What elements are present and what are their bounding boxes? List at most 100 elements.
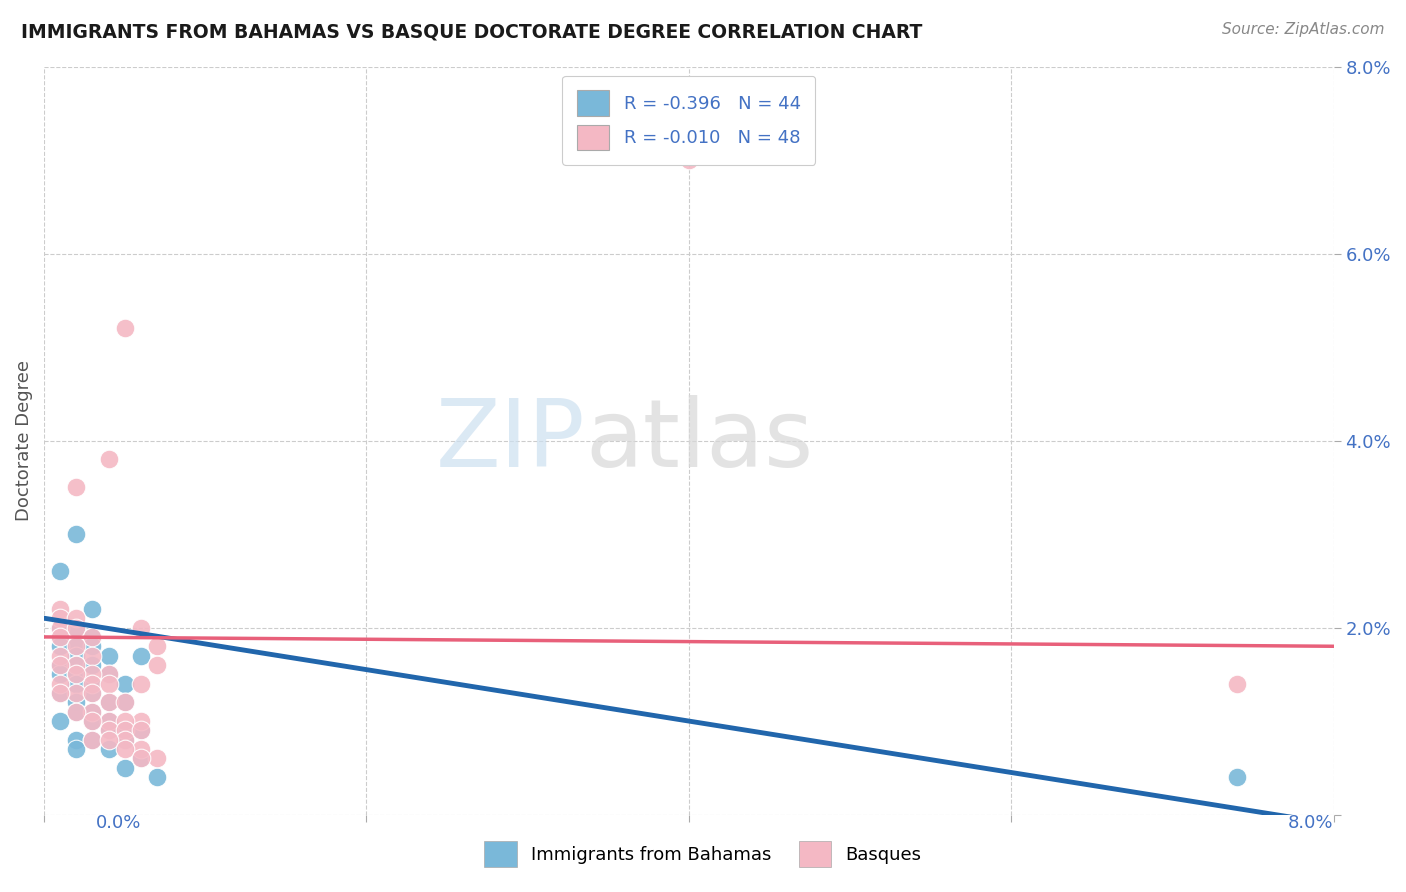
Text: atlas: atlas xyxy=(586,394,814,486)
Point xyxy=(49,621,72,635)
Point xyxy=(65,695,87,709)
Point xyxy=(49,667,72,681)
Point xyxy=(82,648,104,663)
Point xyxy=(114,695,136,709)
Point xyxy=(82,640,104,654)
Point xyxy=(49,714,72,728)
Point xyxy=(129,751,152,765)
Text: Source: ZipAtlas.com: Source: ZipAtlas.com xyxy=(1222,22,1385,37)
Point xyxy=(49,630,72,644)
Point xyxy=(49,686,72,700)
Point xyxy=(97,723,120,738)
Legend: R = -0.396   N = 44, R = -0.010   N = 48: R = -0.396 N = 44, R = -0.010 N = 48 xyxy=(562,76,815,165)
Point xyxy=(114,732,136,747)
Point xyxy=(82,705,104,719)
Point xyxy=(97,695,120,709)
Point xyxy=(129,621,152,635)
Point xyxy=(97,667,120,681)
Point xyxy=(65,621,87,635)
Y-axis label: Doctorate Degree: Doctorate Degree xyxy=(15,360,32,521)
Point xyxy=(146,640,169,654)
Point xyxy=(97,742,120,756)
Text: IMMIGRANTS FROM BAHAMAS VS BASQUE DOCTORATE DEGREE CORRELATION CHART: IMMIGRANTS FROM BAHAMAS VS BASQUE DOCTOR… xyxy=(21,22,922,41)
Point xyxy=(146,751,169,765)
Point xyxy=(97,648,120,663)
Point xyxy=(114,732,136,747)
Point xyxy=(65,621,87,635)
Point xyxy=(65,742,87,756)
Point xyxy=(129,751,152,765)
Text: 8.0%: 8.0% xyxy=(1288,814,1333,831)
Point xyxy=(82,657,104,672)
Point xyxy=(678,153,700,167)
Point xyxy=(97,667,120,681)
Point xyxy=(129,723,152,738)
Point xyxy=(82,630,104,644)
Point xyxy=(97,676,120,690)
Point xyxy=(82,714,104,728)
Point xyxy=(65,686,87,700)
Point xyxy=(97,714,120,728)
Point xyxy=(114,695,136,709)
Point xyxy=(65,657,87,672)
Point xyxy=(49,630,72,644)
Point xyxy=(65,480,87,494)
Point xyxy=(82,676,104,690)
Point xyxy=(114,676,136,690)
Point xyxy=(65,667,87,681)
Point xyxy=(65,640,87,654)
Point xyxy=(146,657,169,672)
Point xyxy=(129,742,152,756)
Point xyxy=(97,714,120,728)
Point xyxy=(97,723,120,738)
Point xyxy=(65,705,87,719)
Point xyxy=(129,714,152,728)
Point xyxy=(97,732,120,747)
Point xyxy=(82,667,104,681)
Point xyxy=(49,657,72,672)
Point xyxy=(82,630,104,644)
Point xyxy=(65,676,87,690)
Text: ZIP: ZIP xyxy=(436,394,586,486)
Point xyxy=(114,723,136,738)
Point xyxy=(97,452,120,467)
Point xyxy=(97,695,120,709)
Point xyxy=(49,686,72,700)
Point xyxy=(114,723,136,738)
Point xyxy=(129,648,152,663)
Point xyxy=(82,732,104,747)
Point xyxy=(146,770,169,784)
Point xyxy=(65,527,87,541)
Point xyxy=(49,621,72,635)
Point xyxy=(82,676,104,690)
Point xyxy=(114,714,136,728)
Text: 0.0%: 0.0% xyxy=(96,814,141,831)
Point xyxy=(82,602,104,616)
Point xyxy=(82,705,104,719)
Point xyxy=(65,705,87,719)
Point xyxy=(1226,770,1249,784)
Point xyxy=(65,611,87,625)
Point xyxy=(65,667,87,681)
Point xyxy=(49,602,72,616)
Point xyxy=(65,657,87,672)
Point xyxy=(82,686,104,700)
Point xyxy=(114,761,136,775)
Point xyxy=(114,742,136,756)
Legend: Immigrants from Bahamas, Basques: Immigrants from Bahamas, Basques xyxy=(477,834,929,874)
Point xyxy=(82,714,104,728)
Point xyxy=(82,732,104,747)
Point xyxy=(114,321,136,335)
Point xyxy=(49,611,72,625)
Point xyxy=(65,648,87,663)
Point xyxy=(65,732,87,747)
Point xyxy=(1226,676,1249,690)
Point xyxy=(49,640,72,654)
Point xyxy=(49,648,72,663)
Point xyxy=(49,657,72,672)
Point xyxy=(49,676,72,690)
Point xyxy=(49,565,72,579)
Point xyxy=(65,640,87,654)
Point xyxy=(129,676,152,690)
Point xyxy=(129,723,152,738)
